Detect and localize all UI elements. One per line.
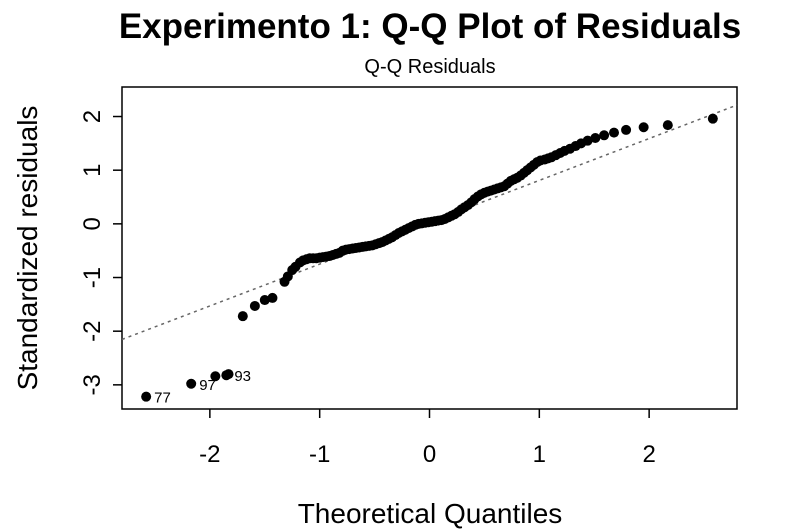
data-point [621, 124, 632, 135]
y-tick-label: -1 [79, 267, 106, 288]
data-point [267, 292, 278, 303]
y-tick-label: 1 [79, 164, 106, 177]
y-tick-label: 0 [79, 217, 106, 230]
x-tick-label: 0 [423, 441, 436, 468]
data-point [609, 127, 619, 138]
plot-frame [121, 86, 738, 410]
point-label: 93 [234, 368, 251, 385]
data-point [210, 371, 221, 382]
chart-title: Experimento 1: Q-Q Plot of Residuals [119, 7, 741, 46]
x-axis: -2 -1 0 1 2 [199, 409, 656, 468]
data-point [582, 135, 593, 146]
data-point [599, 130, 610, 141]
x-tick-label: -2 [199, 441, 220, 468]
point-label: 97 [199, 377, 216, 394]
point-labels: 77 97 93 [154, 368, 251, 406]
data-point [590, 132, 601, 143]
y-axis-title: Standardized residuals [12, 106, 43, 391]
y-tick-label: 2 [79, 110, 106, 123]
x-tick-label: 1 [533, 441, 546, 468]
data-point [186, 378, 197, 389]
chart-subtitle: Q-Q Residuals [364, 56, 495, 78]
data-point [249, 300, 260, 311]
y-tick-label: -3 [79, 374, 106, 395]
data-point [662, 120, 673, 131]
data-point [237, 311, 248, 322]
x-axis-title: Theoretical Quantiles [298, 498, 563, 529]
data-point [141, 391, 152, 402]
x-tick-label: 2 [642, 441, 655, 468]
data-point [638, 122, 649, 133]
y-tick-label: -2 [79, 321, 106, 342]
data-point [707, 113, 718, 124]
x-tick-label: -1 [309, 441, 330, 468]
data-point [223, 369, 234, 380]
data-point [259, 295, 270, 306]
point-label: 77 [154, 390, 171, 407]
data-points [141, 113, 718, 402]
y-axis: -3 -2 -1 0 1 2 [79, 110, 122, 396]
